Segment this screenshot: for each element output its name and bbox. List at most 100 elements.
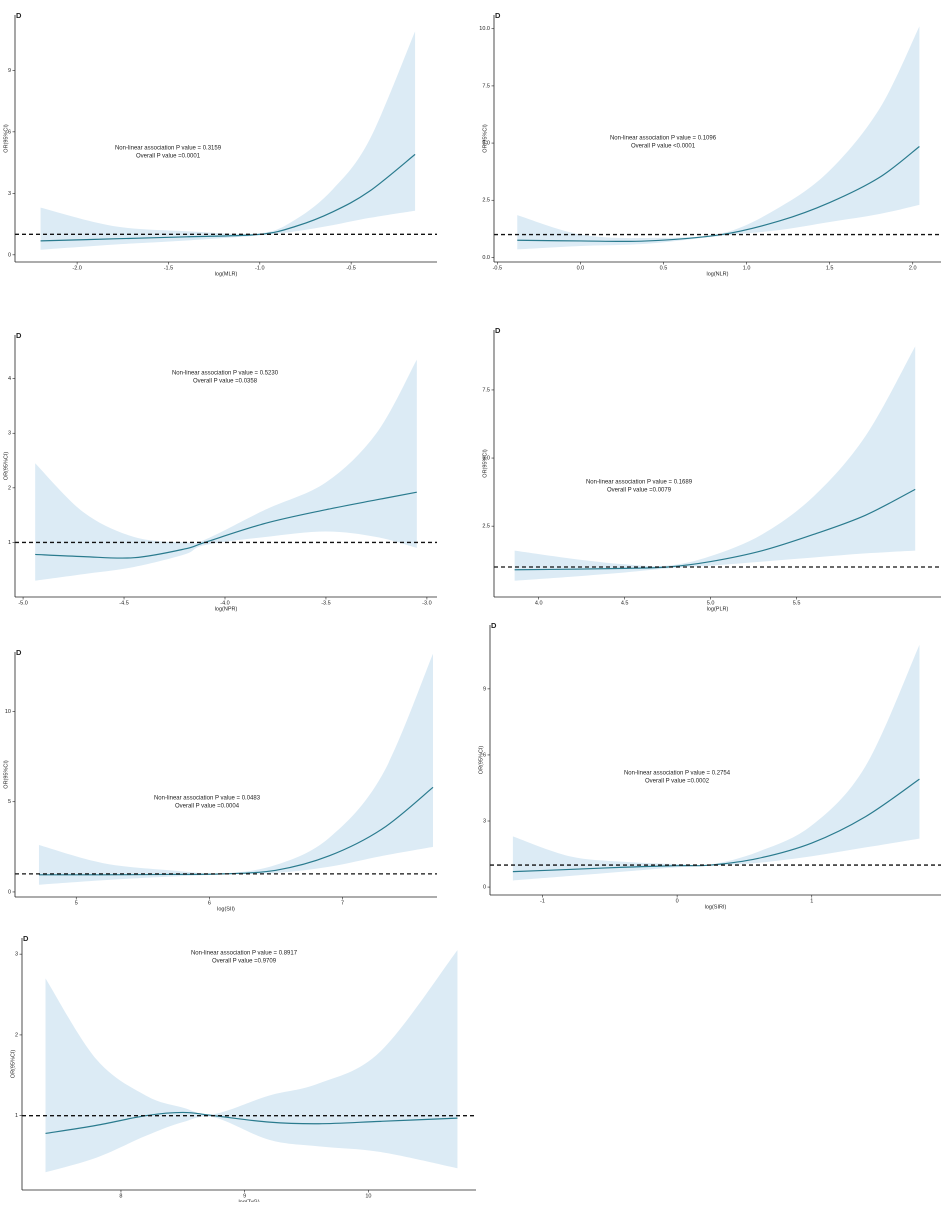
y-axis-label: OR(95%CI) — [482, 124, 488, 153]
y-tick-label: 7.5 — [482, 83, 490, 89]
y-axis-label: OR(95%CI) — [3, 452, 9, 481]
x-tick-label: -4.5 — [119, 600, 128, 606]
annotation: Overall P value <0.0001 — [631, 144, 696, 150]
y-tick-label: 9 — [483, 686, 486, 692]
ci-band — [40, 31, 416, 250]
annotation: Non-linear association P value = 0.5230 — [172, 371, 279, 377]
x-tick-label: 5.5 — [793, 600, 801, 606]
x-tick-label: -3.5 — [321, 600, 330, 606]
y-tick-label: 9 — [8, 68, 11, 74]
ci-band — [517, 26, 920, 250]
x-tick-label: 0 — [676, 898, 679, 904]
y-tick-label: 5.0 — [482, 141, 490, 147]
x-tick-label: -1 — [540, 898, 545, 904]
x-tick-label: 1.0 — [743, 265, 751, 271]
y-tick-label: 0 — [8, 889, 11, 895]
y-tick-label: 5.0 — [482, 456, 490, 462]
x-tick-label: -0.5 — [346, 265, 355, 271]
y-tick-label: 5 — [8, 799, 11, 805]
annotation: Non-linear association P value = 0.1096 — [610, 136, 717, 142]
y-axis-label: OR(95%CI) — [482, 449, 488, 478]
x-tick-label: 9 — [243, 1193, 246, 1199]
y-tick-label: 3 — [8, 191, 11, 197]
x-tick-label: 1.5 — [826, 265, 834, 271]
x-tick-label: -4.0 — [220, 600, 229, 606]
annotation: Overall P value =0.0004 — [175, 804, 240, 810]
panel: -2.0 -1.5 -1.0 -0.5 0 3 6 9 log(MLR) OR(95%CI) D No… — [3, 11, 437, 277]
y-tick-label: 2.5 — [482, 198, 490, 204]
y-tick-label: 4 — [8, 376, 11, 382]
panel: 5 6 7 0 5 10 log(SII) OR(95%CI) D Non-linear asso… — [3, 648, 437, 912]
curve — [514, 488, 916, 571]
x-tick-label: 0.5 — [660, 265, 668, 271]
y-axis-label: OR(95%CI) — [3, 124, 9, 153]
curve — [517, 146, 920, 243]
ci-band — [514, 346, 916, 581]
panel: 4.0 4.5 5.0 5.5 2.5 5.0 7.5 log(PLR) OR(95%CI) D N… — [482, 326, 941, 612]
x-axis-label: log(PLR) — [707, 606, 729, 612]
x-tick-label: -0.5 — [493, 265, 502, 271]
y-tick-label: 3 — [483, 818, 486, 824]
x-tick-label: 5 — [75, 900, 78, 906]
y-tick-label: 3 — [8, 431, 11, 437]
x-tick-label: 10 — [365, 1193, 371, 1199]
curve — [38, 786, 434, 876]
y-tick-label: 10 — [5, 709, 11, 715]
y-tick-label: 2.5 — [482, 524, 490, 530]
curve — [40, 153, 416, 242]
x-axis-label: log(NPR) — [215, 606, 238, 612]
y-tick-label: 0 — [8, 252, 11, 258]
x-axis-label: log(NLR) — [706, 271, 728, 277]
y-tick-label: 6 — [483, 752, 486, 758]
y-tick-label: 6 — [8, 129, 11, 135]
x-tick-label: 8 — [119, 1193, 122, 1199]
x-axis-label: log(SIRI) — [705, 904, 727, 910]
y-tick-label: 10.0 — [479, 26, 490, 32]
y-axis-label: OR(95%CI) — [478, 746, 484, 775]
y-axis-label: OR(95%CI) — [3, 760, 9, 789]
ci-band — [45, 950, 458, 1173]
y-axis-label: OR(95%CI) — [10, 1050, 16, 1079]
x-tick-label: 4.0 — [535, 600, 543, 606]
y-tick-label: 2 — [15, 1032, 18, 1038]
y-tick-label: 0 — [483, 885, 486, 891]
annotation: Non-linear association P value = 0.1689 — [586, 480, 693, 486]
panel: -1 0 1 0 3 6 9 log(SIRI) OR(95%CI) D Non-linear as… — [478, 621, 941, 910]
y-tick-label: 1 — [8, 540, 11, 546]
annotation: Overall P value =0.0358 — [193, 379, 258, 385]
x-axis-label: log(SII) — [217, 906, 235, 912]
ci-band — [512, 644, 920, 881]
annotation: Non-linear association P value = 0.0483 — [154, 796, 261, 802]
x-tick-label: 4.5 — [621, 600, 629, 606]
panel-label: D — [491, 621, 497, 630]
x-tick-label: 6 — [208, 900, 211, 906]
annotation: Non-linear association P value = 0.3159 — [115, 146, 222, 152]
panel-label: D — [16, 648, 22, 657]
x-tick-label: -2.0 — [72, 265, 81, 271]
annotation: Overall P value =0.0002 — [645, 779, 710, 785]
annotation: Overall P value =0.9709 — [212, 959, 277, 965]
x-tick-label: 2.0 — [909, 265, 917, 271]
panel: -0.5 0.0 0.5 1.0 1.5 2.00.02.55.07.510.0log(N… — [479, 11, 941, 277]
x-tick-label: -5.0 — [18, 600, 27, 606]
x-tick-label: 1 — [810, 898, 813, 904]
panel: -5.0 -4.5 -4.0 -3.5 -3.0 1 2 3 4 log(NPR) OR(95%CI… — [3, 331, 437, 612]
x-axis-label: log(MLR) — [215, 271, 238, 277]
annotation: Overall P value =0.0079 — [607, 488, 672, 494]
annotation: Overall P value =0.0001 — [136, 154, 201, 160]
y-tick-label: 3 — [15, 952, 18, 958]
y-tick-label: 7.5 — [482, 387, 490, 393]
x-tick-label: 0.0 — [577, 265, 585, 271]
x-tick-label: -3.0 — [422, 600, 431, 606]
x-tick-label: -1.5 — [164, 265, 173, 271]
x-tick-label: 5.0 — [707, 600, 715, 606]
panel-label: D — [16, 11, 22, 20]
x-tick-label: 7 — [341, 900, 344, 906]
panel-label: D — [495, 326, 501, 335]
y-tick-label: 2 — [8, 485, 11, 491]
ci-band — [35, 359, 417, 581]
y-tick-label: 0.0 — [482, 255, 490, 261]
annotation: Non-linear association P value = 0.8917 — [191, 951, 298, 957]
